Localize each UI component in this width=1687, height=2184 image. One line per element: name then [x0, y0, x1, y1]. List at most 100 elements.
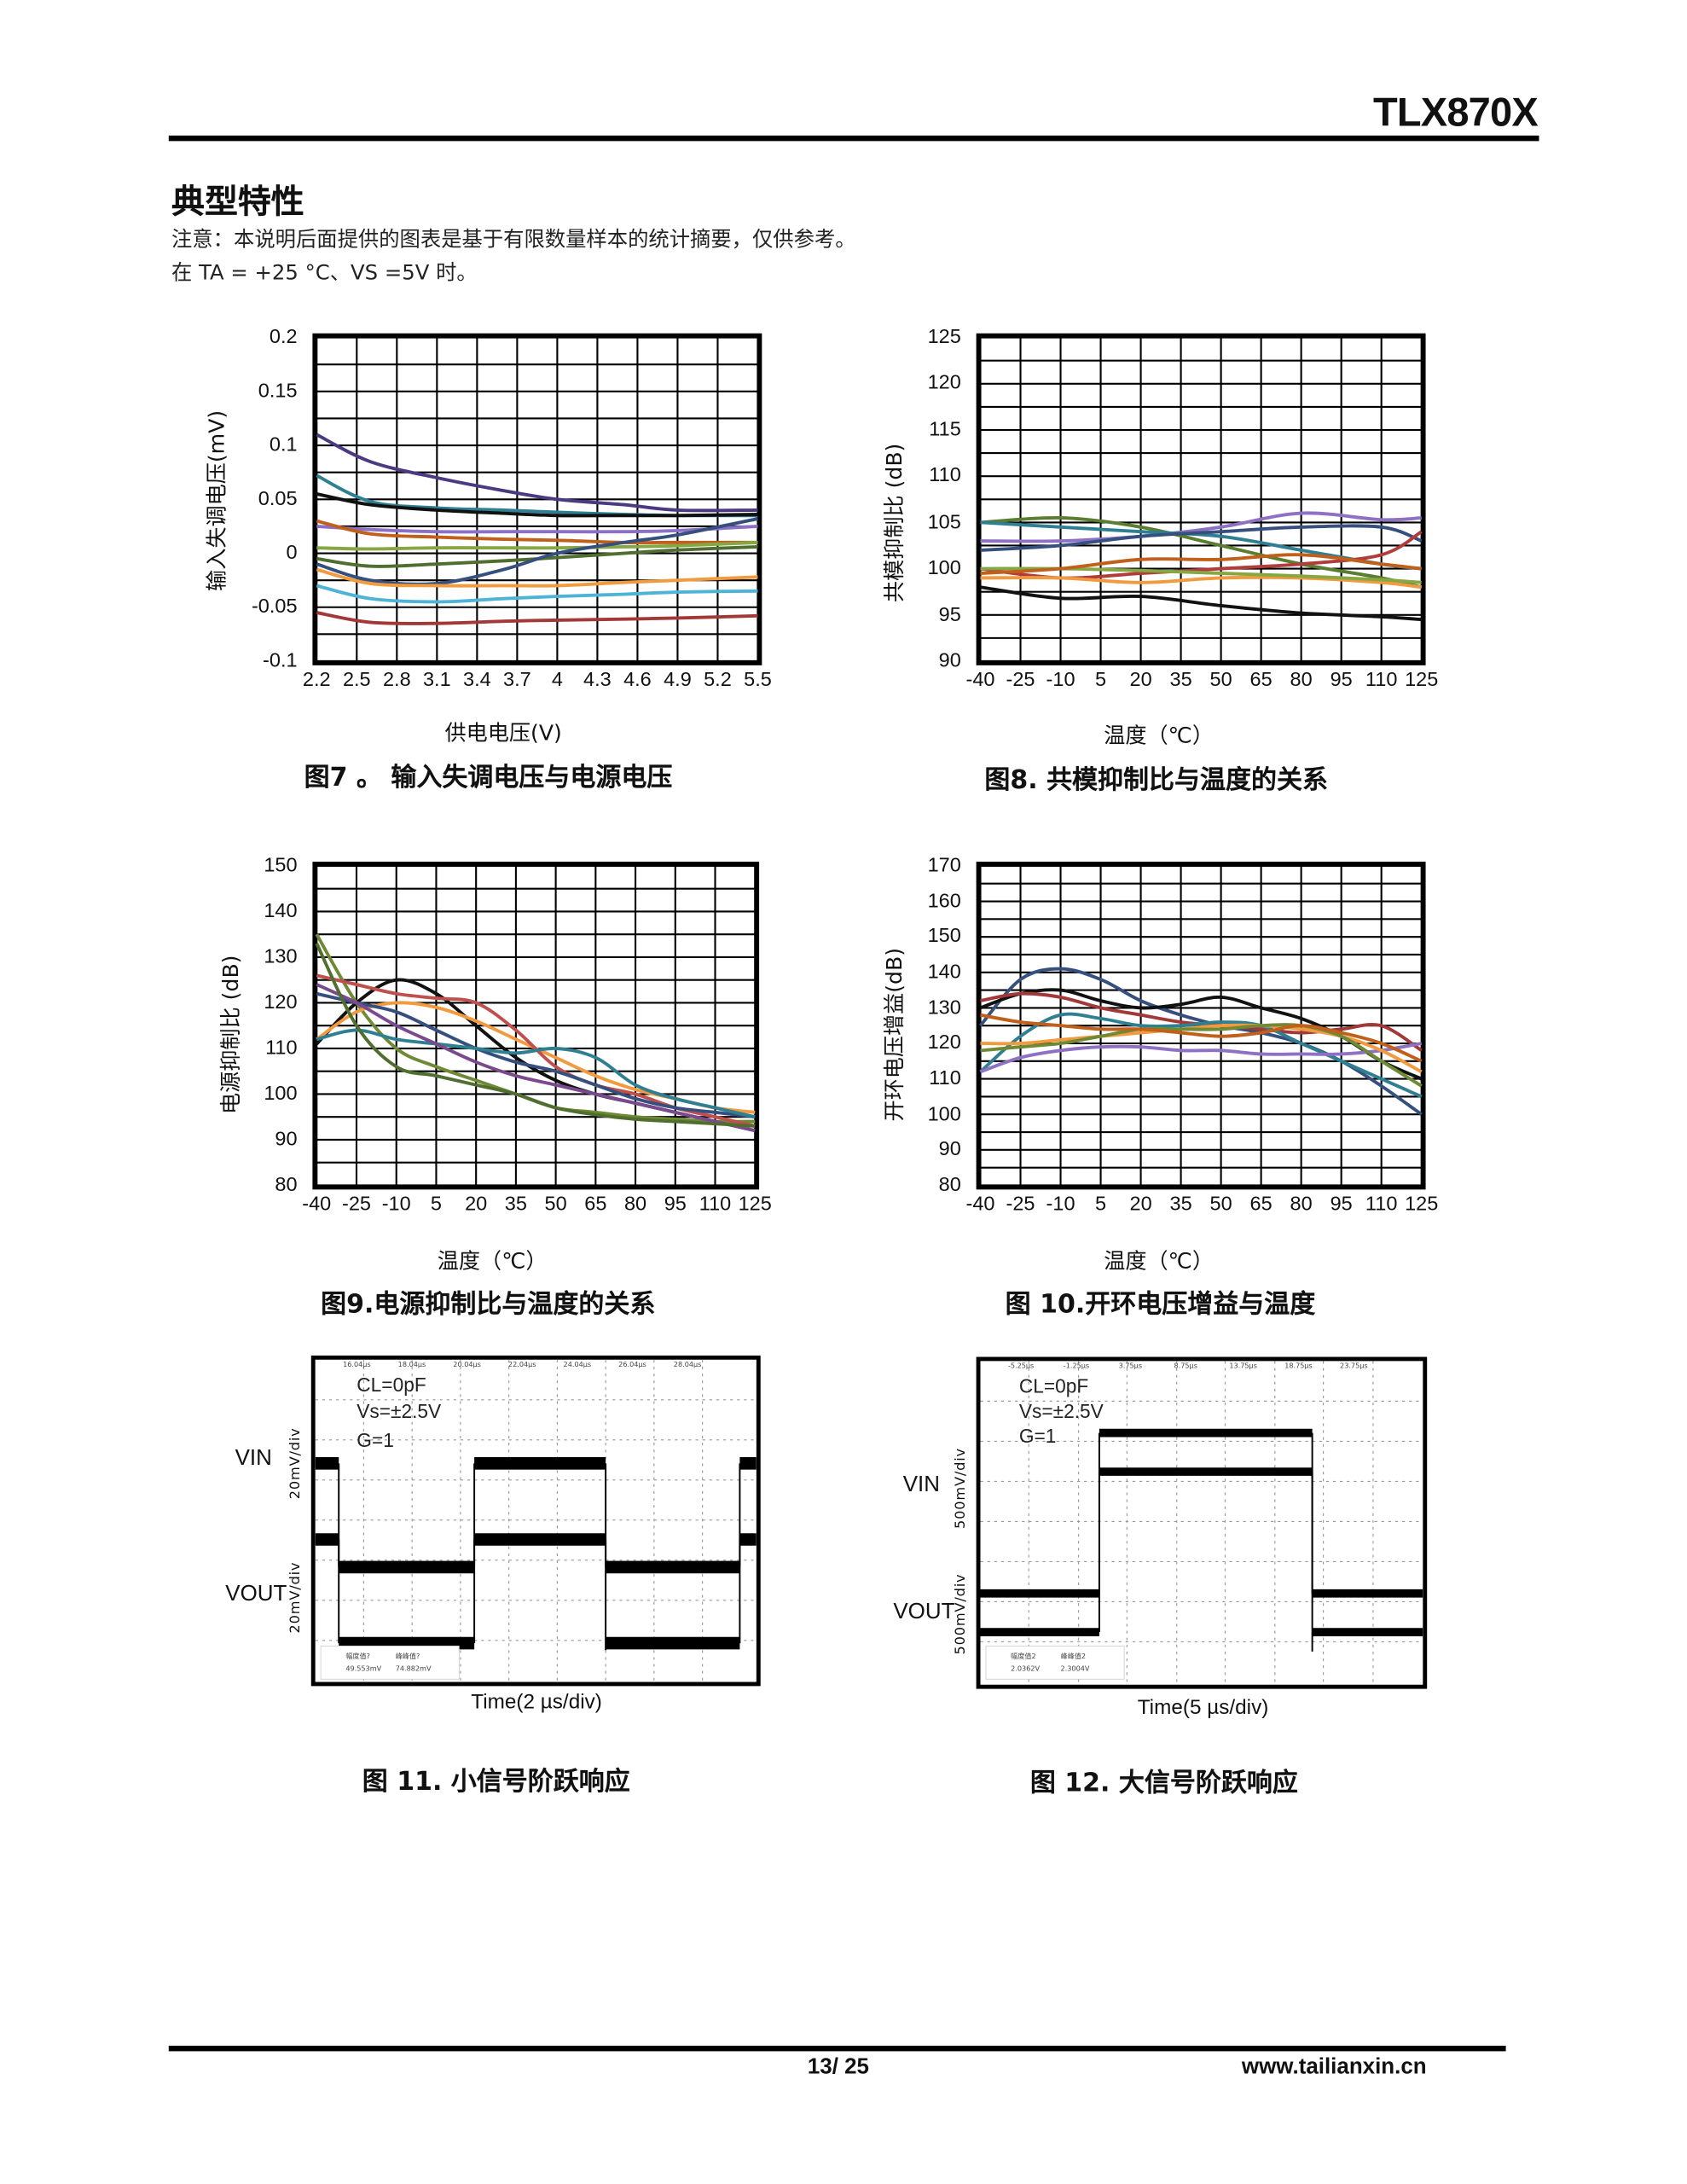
scope12-vin-scale: 500mV/div [953, 1448, 969, 1530]
x-tick-label: 95 [1330, 669, 1353, 692]
chart-offset-voltage-vs-supply: 2.2 2.5 2.8 3.1 3.4 3.7 4 4.3 4.6 4.9 5.2 5.5 -0.1 -0… [252, 327, 772, 692]
conditions-text: 在 TA = +25 °C、VS =5V 时。 [171, 259, 478, 285]
scope12-vin-label: VIN [902, 1472, 940, 1497]
scope12-traces [980, 1428, 1423, 1652]
scope-time-tick: 22.04µs [507, 1361, 536, 1370]
x-tick-label: 110 [1365, 669, 1398, 692]
x-tick-label: 3.7 [503, 669, 531, 692]
x-tick-label: 80 [623, 1194, 647, 1217]
chart8-xlabel: 温度（℃） [1104, 723, 1215, 749]
y-tick-label: 100 [927, 1103, 961, 1126]
x-tick-label: -25 [1006, 669, 1035, 692]
scope12-condition-gain: G=1 [1018, 1424, 1057, 1447]
y-tick-label: 0.1 [269, 434, 298, 457]
scope-time-tick: -1.25µs [1063, 1362, 1090, 1371]
chart7-xlabel: 供电电压(V) [444, 720, 562, 746]
scope-large-signal-step: CL=0pF Vs=±2.5V G=1 -5.25µs -1.25µs 3.75µs… [976, 1356, 1428, 1689]
x-tick-label: 50 [1209, 1194, 1232, 1217]
series-line-3 [980, 515, 1423, 590]
series-line-7 [980, 1023, 1423, 1088]
y-tick-label: 0.2 [269, 326, 298, 349]
x-tick-label: 95 [1330, 1194, 1353, 1217]
y-tick-label: 110 [265, 1037, 298, 1060]
series-line-4 [316, 524, 758, 534]
scope-time-tick: 20.04µs [453, 1361, 481, 1370]
scope11-traces [315, 1457, 757, 1651]
x-tick-label: 5 [1095, 669, 1107, 692]
series-line-1 [980, 585, 1422, 622]
x-tick-label: 35 [1169, 669, 1192, 692]
x-tick-label: 80 [1290, 669, 1313, 692]
scope12-meas-value1: 2.0362V [1011, 1665, 1041, 1674]
x-tick-label: 35 [1169, 1194, 1192, 1217]
series-line-6 [980, 1023, 1423, 1074]
series-line-8 [315, 943, 756, 1128]
scope11-condition-cl: CL=0pF [357, 1373, 426, 1396]
chart-plot-area [979, 864, 1423, 1187]
scope11-vout-label: VOUT [225, 1582, 287, 1606]
scope12-condition-cl: CL=0pF [1018, 1374, 1089, 1397]
scope11-meas-label2: 峰峰值? [395, 1653, 420, 1662]
y-tick-label: 0 [286, 542, 298, 565]
x-tick-label: 95 [664, 1194, 687, 1217]
figure-12-caption: 图 12. 大信号阶跃响应 [1029, 1769, 1298, 1798]
series-line-10 [316, 584, 758, 604]
x-tick-label: 3.4 [462, 669, 491, 692]
chart8-ylabel: 共模抑制比 (dB) [882, 443, 907, 603]
scope11-meas-value2: 74.882mV [395, 1665, 432, 1674]
y-tick-label: 0.05 [258, 488, 298, 511]
x-tick-label: -25 [341, 1194, 371, 1217]
scope11-vout-scale: 20mV/div [288, 1561, 304, 1634]
chart10-ylabel: 开环电压增益(dB) [882, 947, 907, 1122]
scope11-meas-label1: 幅度值? [345, 1653, 370, 1662]
scope12-meas-value2: 2.3004V [1060, 1665, 1090, 1674]
chart-plot-area [316, 336, 759, 663]
y-tick-label: 90 [938, 1138, 961, 1161]
x-tick-label: 4.6 [623, 669, 652, 692]
x-tick-label: 35 [504, 1194, 527, 1217]
y-tick-label: 130 [927, 996, 961, 1019]
x-tick-label: 4.9 [664, 669, 692, 692]
scope11-time-ticks: 16.04µs 18.04µs 20.04µs 22.04µs 24.04µs 26.04… [316, 1361, 757, 1372]
chart9-xlabel: 温度（℃） [437, 1249, 548, 1275]
x-tick-label: -40 [965, 669, 995, 692]
series-line-1 [316, 433, 758, 513]
x-tick-label: 4 [551, 669, 563, 692]
series-line-5 [316, 991, 756, 1119]
x-tick-label: -25 [1006, 1194, 1035, 1217]
series-line-11 [316, 611, 758, 625]
figure-11-caption: 图 11. 小信号阶跃响应 [362, 1768, 630, 1798]
x-tick-label: 110 [1365, 1194, 1398, 1217]
series-line-5 [979, 1042, 1423, 1074]
scope11-condition-vs: Vs=±2.5V [357, 1399, 442, 1422]
scope-time-tick: 3.75µs [1118, 1362, 1143, 1371]
x-tick-label: 20 [1129, 1194, 1152, 1217]
scope-time-tick: 18.75µs [1284, 1362, 1313, 1371]
y-tick-label: 110 [929, 1067, 961, 1090]
series-line-3 [316, 492, 758, 518]
chart-plot-area [315, 864, 757, 1187]
y-tick-label: 125 [927, 326, 961, 349]
scope-time-tick: 23.75µs [1340, 1362, 1368, 1371]
x-tick-label: -40 [965, 1194, 995, 1217]
x-tick-label: 125 [1405, 669, 1439, 692]
scope12-vout-scale: 500mV/div [953, 1573, 969, 1655]
part-number: TLX870X [1372, 91, 1539, 136]
x-tick-label: 65 [1249, 1194, 1272, 1217]
y-tick-label: 170 [927, 854, 961, 877]
y-tick-label: 140 [927, 961, 961, 984]
scope-time-tick: 13.75µs [1229, 1362, 1257, 1371]
x-tick-label: 20 [465, 1194, 488, 1217]
scope12-time-label: Time(5 µs/div) [1137, 1695, 1269, 1720]
x-tick-label: 3.1 [422, 669, 451, 692]
website-link[interactable]: www.tailianxin.cn [1241, 2055, 1427, 2079]
chart9-ylabel: 电源抑制比 (dB) [218, 955, 244, 1114]
series-line-9 [980, 553, 1422, 575]
x-tick-label: 5 [1095, 1194, 1107, 1217]
series-line-5 [316, 519, 758, 545]
x-tick-label: -10 [1046, 1194, 1075, 1217]
x-tick-label: 125 [738, 1194, 772, 1217]
series-line-9 [316, 567, 758, 588]
note-text: 注意：本说明后面提供的图表是基于有限数量样本的统计摘要，仅供参考。 [171, 226, 856, 253]
